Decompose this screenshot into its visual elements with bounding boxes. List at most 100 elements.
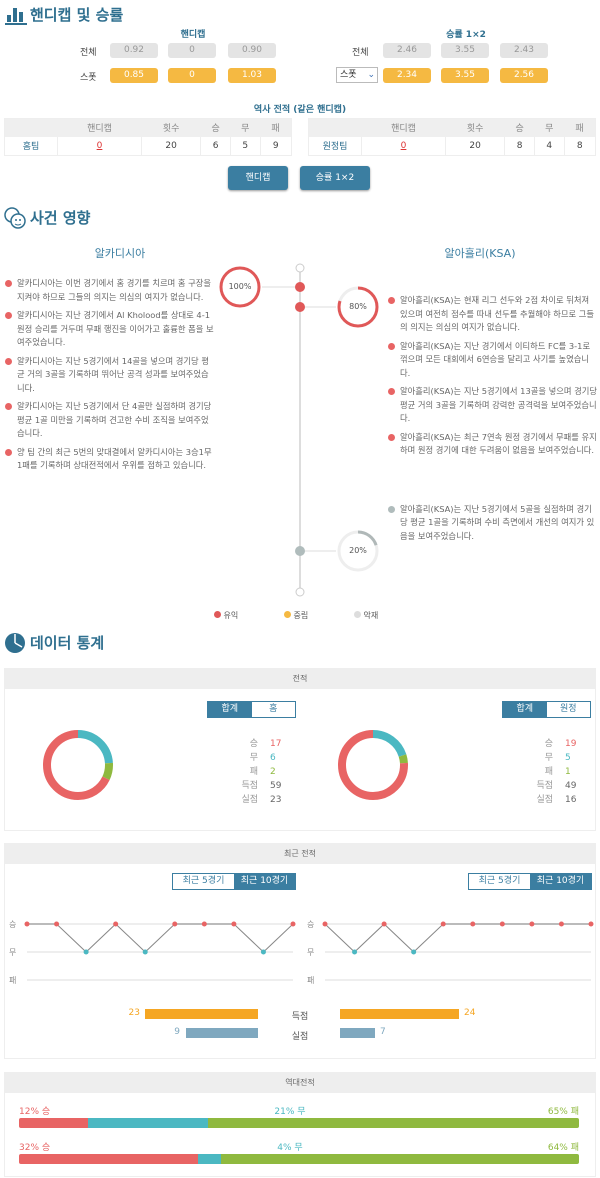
away-team-name: 알아흘리(KSA) xyxy=(444,247,516,260)
impact-text: 알카디시아는 지난 경기에서 Al Kholood를 상대로 4-1 원정 승리… xyxy=(17,310,214,347)
home-conceded-value: 9 xyxy=(174,1027,180,1037)
away-impact-list: 알아흘리(KSA)는 현재 리그 선두와 2점 차이로 뒤처져 있으며 여전히 … xyxy=(388,294,598,543)
impact-item: 알아흘리(KSA)는 현재 리그 선두와 2점 차이로 뒤처져 있으며 여전히 … xyxy=(388,294,598,335)
h2h-panel-title: 역대전적 xyxy=(5,1073,595,1093)
axis-label: 무 xyxy=(9,948,16,957)
impact-text: 양 팀 간의 최근 5번의 맞대결에서 알카디시아는 3승1무1패를 기록하며 … xyxy=(17,446,212,471)
section-title-handicap: 핸디캡 및 승률 xyxy=(30,6,124,24)
axis-label: 패 xyxy=(9,975,16,985)
bookmaker-select[interactable]: 스폿 ⌄ xyxy=(336,67,378,83)
bullet-dot-icon xyxy=(5,403,12,410)
h2h-win-label: 12% 승 xyxy=(19,1107,51,1117)
tab-last-5[interactable]: 최근 5경기 xyxy=(173,874,234,889)
home-conceded-bar xyxy=(186,1028,258,1038)
tab-home[interactable]: 홈 xyxy=(251,702,295,717)
bullet-dot-icon xyxy=(5,448,12,456)
bullet-dot-icon xyxy=(388,342,395,350)
form-point xyxy=(142,949,148,955)
home-history-table: 핸디캡 횟수 승 무 패 홈팀 0 20 6 5 9 xyxy=(4,118,293,156)
odds-title: 승률 1×2 xyxy=(446,30,486,40)
record-panel-title: 전적 xyxy=(5,669,595,689)
impact-text: 알카디시아는 이번 경기에서 홈 경기를 치르며 홈 구장을 지켜야 하므로 그… xyxy=(17,278,212,302)
axis-label: 무 xyxy=(307,948,314,957)
away-impact-gauge xyxy=(337,286,379,328)
home-scored-value: 23 xyxy=(128,1008,140,1018)
h2h-segment-win xyxy=(19,1154,199,1164)
tab-total[interactable]: 합계 xyxy=(503,702,547,717)
tab-last-5[interactable]: 최근 5경기 xyxy=(469,874,530,889)
away-negative-percent: 20% xyxy=(349,546,367,555)
h2h-panel: 역대전적 xyxy=(4,1072,596,1177)
stat-value: 6 xyxy=(270,753,276,763)
bar-chart-icon xyxy=(5,8,27,25)
away-record-toggle[interactable]: 합계 원정 xyxy=(502,701,591,718)
stat-label: 무 xyxy=(544,753,553,763)
table-row: 원정팀 0 20 8 4 8 xyxy=(308,136,597,156)
away-history-table: 핸디캡 횟수 승 무 패 원정팀 0 20 8 4 8 xyxy=(308,118,597,156)
away-conceded-bar xyxy=(340,1028,375,1038)
impact-timeline xyxy=(219,263,379,597)
odds-value: 3.55 xyxy=(441,68,489,83)
stat-value: 5 xyxy=(565,753,571,763)
h2h-segment-win xyxy=(19,1118,88,1128)
away-scored-bar xyxy=(340,1009,459,1019)
odds-value: 2.56 xyxy=(500,68,548,83)
table-row: 홈팀 0 20 6 5 9 xyxy=(4,136,293,156)
legend-positive: 유익 xyxy=(214,610,238,621)
away-negative-gauge xyxy=(337,530,379,572)
home-record-toggle[interactable]: 합계 홈 xyxy=(207,701,296,718)
h2h-bar xyxy=(19,1118,579,1128)
handicap-button[interactable]: 핸디캡 xyxy=(228,166,288,190)
stat-label: 패 xyxy=(544,767,553,777)
stat-value: 49 xyxy=(565,781,577,791)
odds-value: 0 xyxy=(168,68,216,83)
h2h-bar xyxy=(19,1154,579,1164)
timeline-start-node xyxy=(295,263,305,273)
bullet-dot-icon xyxy=(388,433,395,441)
section-title-stats: 데이터 통계 xyxy=(30,634,105,652)
odds-value: 1.03 xyxy=(228,68,276,83)
stat-label: 득점 xyxy=(536,781,553,791)
away-impact-percent: 80% xyxy=(349,302,367,311)
tab-last-10[interactable]: 최근 10경기 xyxy=(234,874,295,889)
impact-item: 알아흘리(KSA)는 지난 5경기에서 13골을 넣으며 경기당 평균 거의 3… xyxy=(388,385,598,426)
h2h-win-label: 32% 승 xyxy=(19,1143,51,1153)
form-point xyxy=(381,921,387,927)
home-impact-list: 알카디시아는 이번 경기에서 홈 경기를 치르며 홈 구장을 지켜야 하므로 그… xyxy=(5,277,215,473)
away-recent-toggle[interactable]: 최근 5경기 최근 10경기 xyxy=(468,873,592,890)
handicap-title: 핸디캡 xyxy=(180,30,206,40)
odds-value: 2.34 xyxy=(383,68,431,83)
axis-label: 패 xyxy=(307,975,314,985)
impact-item: 알카디시아는 이번 경기에서 홈 경기를 치르며 홈 구장을 지켜야 하므로 그… xyxy=(5,277,215,304)
form-point xyxy=(231,921,237,927)
stat-value: 16 xyxy=(565,795,577,805)
legend-neutral: 중립 xyxy=(284,610,308,621)
chevron-down-icon: ⌄ xyxy=(367,70,375,80)
form-point xyxy=(470,921,476,927)
impact-item: 양 팀 간의 최근 5번의 맞대결에서 알카디시아는 3승1무1패를 기록하며 … xyxy=(5,446,215,473)
stat-value: 17 xyxy=(270,739,282,749)
h2h-segment-draw xyxy=(198,1154,221,1164)
bullet-dot-icon xyxy=(5,312,12,319)
h2h-segment-loss xyxy=(220,1154,579,1164)
tab-total[interactable]: 합계 xyxy=(208,702,252,717)
away-form-chart: 승무패 xyxy=(307,920,594,985)
form-point xyxy=(529,921,535,927)
record-panel: 전적 xyxy=(4,668,596,831)
recent-panel: 최근 전적 xyxy=(4,843,596,1059)
impact-item: 알카디시아는 지난 경기에서 Al Kholood를 상대로 4-1 원정 승리… xyxy=(5,309,215,350)
stat-value: 59 xyxy=(270,781,282,791)
recent-panel-title: 최근 전적 xyxy=(5,844,595,864)
odds-1x2-button[interactable]: 승률 1×2 xyxy=(300,166,370,190)
impact-text: 알아흘리(KSA)는 최근 7연속 원정 경기에서 무패를 유지하며 원정 경기… xyxy=(400,431,597,456)
pie-chart-icon xyxy=(5,633,25,653)
tab-away[interactable]: 원정 xyxy=(546,702,590,717)
form-point xyxy=(322,921,328,927)
h2h-loss-label: 64% 패 xyxy=(547,1143,579,1153)
impact-item: 알카디시아는 지난 5경기에서 단 4골만 실점하며 경기당 평균 1골 미만을… xyxy=(5,400,215,441)
scored-label: 득점 xyxy=(291,1012,309,1022)
tab-last-10[interactable]: 최근 10경기 xyxy=(530,874,591,889)
impact-text: 알아흘리(KSA)는 현재 리그 선두와 2점 차이로 뒤처져 있으며 여전히 … xyxy=(400,295,595,332)
home-impact-gauge xyxy=(219,266,261,308)
home-recent-toggle[interactable]: 최근 5경기 최근 10경기 xyxy=(172,873,296,890)
